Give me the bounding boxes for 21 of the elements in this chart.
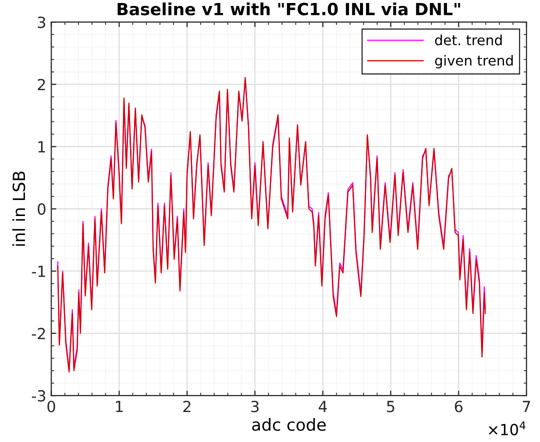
x-axis-title: adc code <box>252 418 326 431</box>
legend-label: given trend <box>435 54 513 68</box>
y-tick-label: 1 <box>38 141 46 152</box>
y-tick-label: -3 <box>32 390 46 402</box>
y-tick-label: -2 <box>32 328 45 340</box>
y-tick-label: 0 <box>38 203 46 215</box>
x-tick-label: 5 <box>387 400 394 412</box>
y-axis-title: inl in LSB <box>12 172 26 246</box>
x-tick-label: 4 <box>318 400 327 412</box>
y-tick-label: 2 <box>38 78 45 90</box>
x-tick-label: 2 <box>183 400 190 412</box>
x-tick-label: 1 <box>116 400 123 412</box>
legend-label: det. trend <box>435 34 502 46</box>
x-tick-label: 6 <box>454 400 463 412</box>
chart-title: Baseline v1 with "FC1.0 INL via DNL" <box>118 2 460 16</box>
x-tick-label: 0 <box>47 400 56 412</box>
x-tick-label: 3 <box>251 400 259 412</box>
text: ×10$^{4}$ <box>488 421 526 436</box>
y-tick-label: -1 <box>32 266 46 277</box>
y-tick-label: 3 <box>38 16 46 28</box>
x-tick-label: 7 <box>522 400 530 412</box>
